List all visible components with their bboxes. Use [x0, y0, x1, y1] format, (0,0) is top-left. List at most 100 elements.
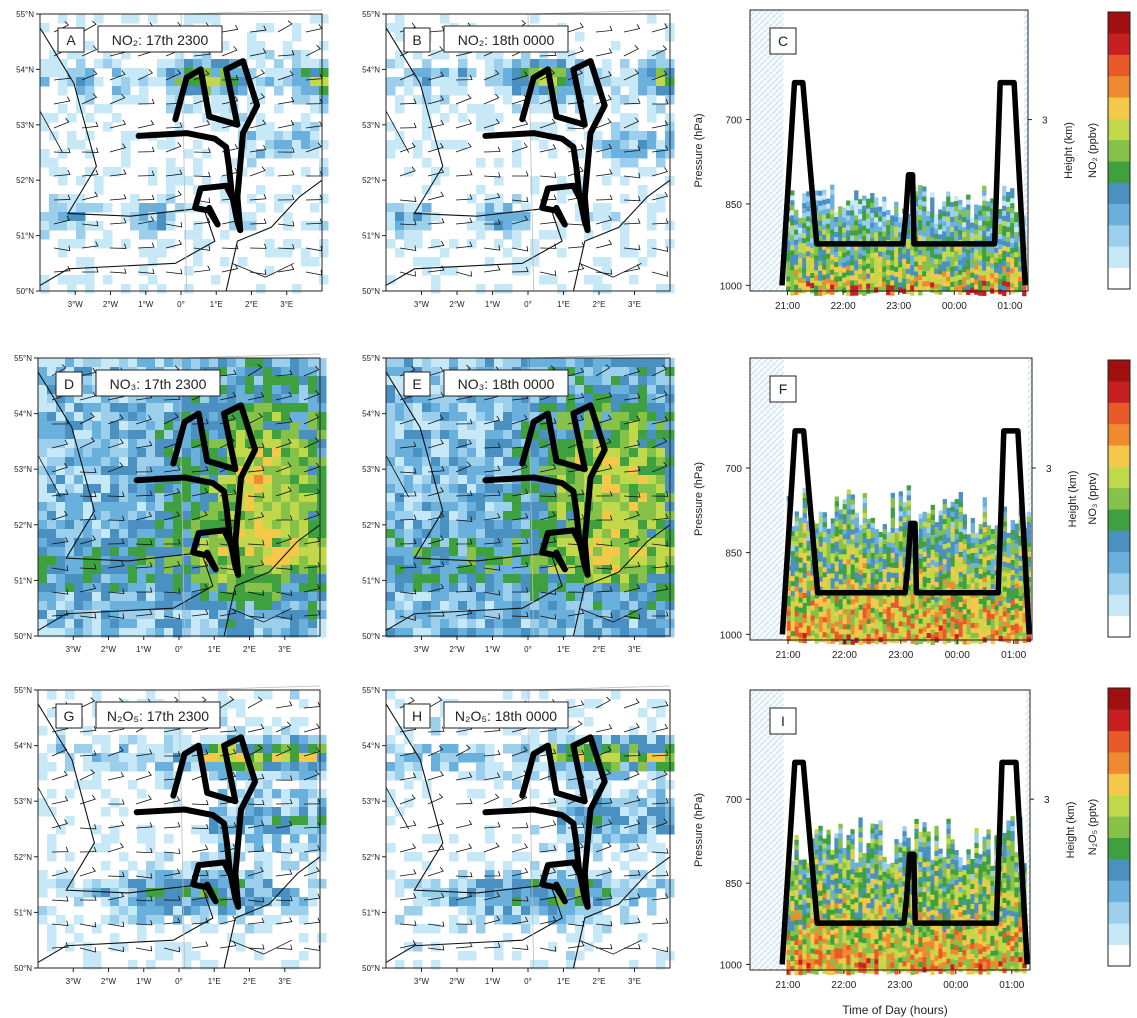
field-cell [575, 619, 585, 629]
field-cell [299, 816, 309, 826]
wind-barb [193, 171, 211, 178]
field-cell [476, 421, 486, 431]
field-cell [67, 275, 77, 285]
field-cell [148, 14, 158, 24]
wind-barb [623, 722, 640, 733]
column-cell [786, 236, 791, 242]
field-cell [292, 122, 302, 132]
field-cell [83, 367, 93, 377]
field-cell [638, 149, 648, 159]
column-cell [806, 236, 811, 242]
wind-barb [107, 871, 125, 877]
field-cell [92, 583, 102, 593]
wind-barb [135, 920, 153, 926]
wind-barb [399, 538, 417, 545]
field-cell [440, 583, 450, 593]
wind-barb [651, 918, 669, 925]
field-cell [148, 203, 158, 213]
field-cell [292, 32, 302, 42]
field-cell [317, 394, 327, 404]
field-cell [431, 430, 441, 440]
field-cell [155, 888, 165, 898]
field-cell [494, 484, 504, 494]
field-cell [263, 565, 273, 575]
field-cell [65, 601, 75, 611]
field-cell [47, 843, 57, 853]
field-cell [254, 843, 264, 853]
column-cell [826, 218, 831, 224]
field-cell [263, 762, 273, 772]
field-cell [137, 753, 147, 763]
field-cell [521, 565, 531, 575]
field-cell [647, 735, 657, 745]
wind-barb [275, 391, 293, 401]
field-cell [413, 897, 423, 907]
field-cell [512, 547, 522, 557]
field-cell [236, 628, 246, 638]
field-cell [431, 421, 441, 431]
wind-barb [81, 121, 99, 129]
field-cell [611, 511, 621, 521]
field-cell [254, 394, 264, 404]
field-cell [602, 628, 612, 638]
field-cell [139, 284, 149, 294]
field-cell [299, 502, 309, 512]
field-cell [458, 493, 468, 503]
wind-barb [511, 142, 528, 153]
field-cell [146, 915, 156, 925]
wind-barb [483, 265, 501, 273]
field-cell [263, 430, 273, 440]
wind-barb [247, 540, 265, 546]
field-cell [611, 502, 621, 512]
column-cell [810, 283, 815, 289]
field-cell [602, 149, 612, 159]
field-cell [467, 502, 477, 512]
field-cell [440, 619, 450, 629]
field-cell [308, 385, 318, 395]
field-cell [103, 167, 113, 177]
field-cell [386, 275, 396, 285]
field-cell [218, 870, 228, 880]
field-cell [593, 448, 603, 458]
field-cell [182, 547, 192, 557]
field-cell [263, 484, 273, 494]
field-cell [629, 248, 639, 258]
field-cell [65, 789, 75, 799]
field-cell [404, 502, 414, 512]
field-cell [211, 68, 221, 78]
field-cell [611, 394, 621, 404]
field-cell [254, 484, 264, 494]
wind-barb [275, 895, 293, 902]
field-cell [620, 448, 630, 458]
wind-barb [455, 843, 473, 853]
field-cell [283, 239, 293, 249]
column-cell [830, 274, 835, 280]
field-cell [611, 376, 621, 386]
field-cell [449, 77, 459, 87]
field-cell [512, 140, 522, 150]
field-cell [503, 221, 513, 231]
field-cell [193, 239, 203, 249]
field-cell [638, 376, 648, 386]
field-cell [647, 547, 657, 557]
field-cell [227, 592, 237, 602]
field-cell [220, 41, 230, 51]
wind-barb [165, 190, 182, 201]
field-cell [245, 520, 255, 530]
field-cell [47, 834, 57, 844]
field-cell [521, 547, 531, 557]
field-cell [476, 502, 486, 512]
field-cell [56, 358, 66, 368]
wind-barb [399, 122, 417, 129]
wind-barb [539, 511, 557, 521]
field-cell [67, 194, 77, 204]
field-cell [47, 619, 57, 629]
x-tick-label: 2°E [243, 977, 256, 986]
column-cell [802, 268, 807, 274]
wind-barb [567, 921, 585, 927]
time-height-panel-C: 21:00 22:00 23:00 00:00 01:0070085010003Pres… [693, 9, 1075, 312]
field-cell [656, 104, 666, 114]
field-cell [413, 601, 423, 611]
field-cell [83, 592, 93, 602]
field-cell [191, 430, 201, 440]
